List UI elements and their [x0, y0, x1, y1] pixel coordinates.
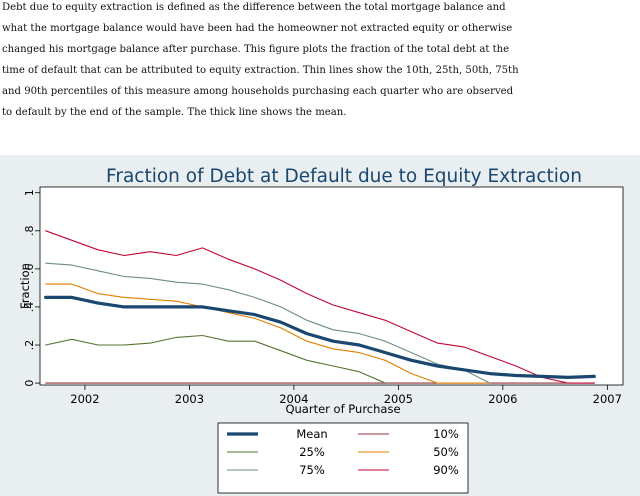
caption-line: changed his mortgage balance after purch… [2, 44, 510, 55]
x-tick-label: 2005 [384, 392, 413, 406]
caption-line: time of default that can be attributed t… [2, 65, 519, 76]
y-tick-label: .4 [23, 302, 36, 313]
x-axis-label: Quarter of Purchase [285, 402, 400, 416]
y-tick-label: .8 [23, 226, 36, 237]
series-line-50pct [45, 283, 491, 384]
y-tick-label: 0 [23, 380, 36, 387]
legend-label: Mean [296, 427, 327, 441]
x-tick-label: 2003 [175, 392, 204, 406]
chart-svg: Fraction of Debt at Default due to Equit… [18, 166, 624, 494]
series-line-25pct [45, 334, 386, 384]
caption-line: and 90th percentiles of this measure amo… [2, 86, 514, 97]
y-tick-label: .2 [23, 340, 36, 351]
x-axis: 2002 2003 2004 2005 2006 2007 [70, 385, 622, 406]
legend-label: 50% [433, 445, 459, 459]
series-line-mean [44, 295, 596, 379]
series-line-75pct [45, 262, 491, 384]
legend-label: 75% [299, 463, 325, 477]
legend-label: 10% [433, 427, 459, 441]
figure-caption: Debt due to equity extraction is defined… [2, 0, 602, 123]
y-tick-label: .6 [23, 264, 36, 275]
legend-label: 25% [299, 445, 325, 459]
x-tick-label: 2007 [593, 392, 622, 406]
legend-label: 90% [433, 463, 459, 477]
x-tick-label: 2006 [488, 392, 517, 406]
legend-box [217, 422, 469, 494]
caption-line: Debt due to equity extraction is defined… [2, 2, 506, 13]
y-tick-label: 1 [23, 189, 36, 196]
plot-area [39, 186, 624, 386]
caption-line: to default by the end of the sample. The… [2, 107, 347, 118]
x-tick-label: 2002 [70, 392, 99, 406]
series-line-90pct [45, 230, 595, 384]
caption-line: what the mortgage balance would have bee… [2, 23, 513, 34]
x-tick-label: 2004 [279, 392, 308, 406]
chart-panel: Fraction of Debt at Default due to Equit… [0, 155, 640, 496]
y-axis: 0 .2 .4 .6 .8 1 [23, 189, 40, 387]
y-axis-label: Fraction [18, 263, 32, 309]
chart-title: Fraction of Debt at Default due to Equit… [106, 166, 582, 187]
series-lines [44, 230, 596, 384]
legend: Mean 10% 25% 50% 75% 90% [227, 427, 459, 477]
